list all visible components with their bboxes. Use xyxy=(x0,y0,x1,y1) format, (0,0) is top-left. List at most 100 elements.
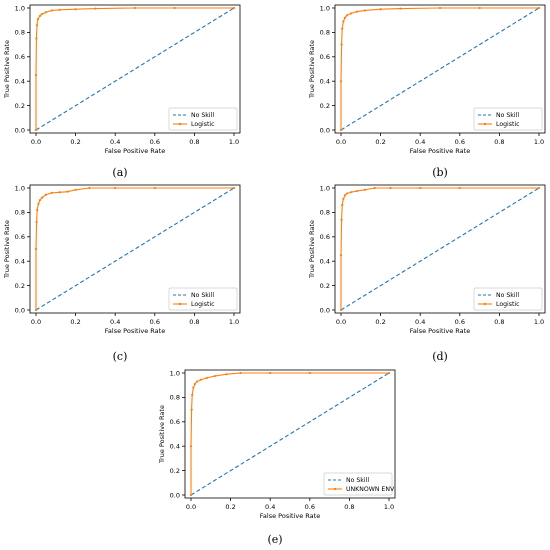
plot-frame xyxy=(184,369,396,499)
legend-label: No Skill xyxy=(346,477,369,484)
data-point-unknown-env xyxy=(190,408,193,411)
roc-chart-a: 0.0 0.2 0.4 0.6 0.8 1.0 0.0 0.2 0.4 0.6 0.8 1.0 Fals… xyxy=(3,4,241,155)
data-point-logistic xyxy=(341,203,344,207)
data-point-unknown-env xyxy=(192,386,195,389)
data-point-logistic xyxy=(40,196,44,199)
data-point-unknown-env xyxy=(189,493,193,497)
x-tick-label: 0.8 xyxy=(189,138,199,146)
y-tick-label: 0.6 xyxy=(15,233,25,241)
legend-label: No Skill xyxy=(496,112,519,119)
data-point-logistic xyxy=(363,9,366,12)
plot-frame xyxy=(334,4,546,134)
y-tick-label: 0.0 xyxy=(15,126,25,134)
data-point-logistic xyxy=(342,197,345,201)
y-tick-label: 0.2 xyxy=(320,102,330,110)
data-point-logistic xyxy=(232,6,236,10)
data-point-logistic xyxy=(44,11,48,14)
data-point-logistic xyxy=(232,186,236,190)
x-tick-label: 1.0 xyxy=(229,318,239,326)
data-point-unknown-env xyxy=(199,378,202,381)
x-tick-label: 0.2 xyxy=(375,138,385,146)
x-axis-label: False Positive Rate xyxy=(260,512,320,520)
data-point-logistic xyxy=(133,6,137,10)
y-tick-label: 0.4 xyxy=(170,443,180,451)
legend-marker xyxy=(333,487,337,491)
data-point-logistic xyxy=(349,12,352,15)
y-tick-label: 1.0 xyxy=(320,4,330,12)
y-tick-label: 1.0 xyxy=(320,184,330,192)
x-tick-label: 1.0 xyxy=(384,503,394,511)
legend-label: Logistic xyxy=(496,301,520,308)
y-tick-label: 1.0 xyxy=(170,369,180,377)
plot-frame xyxy=(334,184,546,314)
caption-d: (d) xyxy=(432,350,448,363)
legend-label: No Skill xyxy=(191,112,214,119)
y-axis-label: True Positive Rate xyxy=(158,405,166,464)
y-tick-label: 0.0 xyxy=(320,126,330,134)
data-point-logistic xyxy=(349,191,352,194)
data-point-logistic xyxy=(94,7,97,10)
data-point-logistic xyxy=(339,128,343,132)
legend-label: Logistic xyxy=(191,121,215,128)
y-tick-label: 0.8 xyxy=(170,394,180,402)
data-point-logistic xyxy=(438,6,442,10)
y-tick-label: 0.6 xyxy=(15,53,25,61)
data-point-logistic xyxy=(34,308,38,312)
x-axis-label: False Positive Rate xyxy=(410,327,470,335)
data-point-unknown-env xyxy=(213,374,216,378)
y-tick-label: 0.8 xyxy=(320,29,330,37)
data-point-logistic xyxy=(153,186,156,190)
legend-label: Logistic xyxy=(191,301,215,308)
x-tick-label: 0.4 xyxy=(110,318,120,326)
x-tick-label: 0.6 xyxy=(305,503,315,511)
roc-chart-d: 0.0 0.2 0.4 0.6 0.8 1.0 0.0 0.2 0.4 0.6 0.8 1.0 Fals… xyxy=(308,184,546,335)
legend-marker xyxy=(483,122,487,126)
data-point-logistic xyxy=(40,13,44,16)
data-point-logistic xyxy=(363,188,366,191)
x-tick-label: 0.6 xyxy=(150,318,160,326)
data-point-unknown-env xyxy=(308,371,311,375)
y-tick-label: 0.4 xyxy=(320,78,330,86)
data-point-unknown-env xyxy=(269,371,272,375)
data-point-logistic xyxy=(66,190,69,193)
data-point-logistic xyxy=(35,37,38,40)
data-point-logistic xyxy=(38,14,42,18)
roc-panel-d: 0.0 0.2 0.4 0.6 0.8 1.0 0.0 0.2 0.4 0.6 0.8 1.0 Fals… xyxy=(305,180,550,365)
legend-label: UNKNOWN ENV xyxy=(346,486,395,493)
y-tick-label: 0.4 xyxy=(15,258,25,266)
data-point-logistic xyxy=(343,16,347,19)
data-point-logistic xyxy=(339,80,343,83)
x-axis-label: False Positive Rate xyxy=(105,147,165,155)
data-point-logistic xyxy=(50,9,53,12)
y-tick-label: 0.6 xyxy=(320,233,330,241)
data-point-logistic xyxy=(35,221,38,224)
x-tick-label: 1.0 xyxy=(534,138,544,146)
y-tick-label: 1.0 xyxy=(15,4,25,12)
y-tick-label: 0.8 xyxy=(15,29,25,37)
legend-marker xyxy=(483,302,487,306)
data-point-logistic xyxy=(34,247,38,251)
data-point-logistic xyxy=(37,202,40,205)
y-tick-label: 0.0 xyxy=(320,306,330,314)
legend-label: No Skill xyxy=(496,292,519,299)
x-tick-label: 0.4 xyxy=(110,138,120,146)
data-point-unknown-env xyxy=(193,382,197,386)
x-tick-label: 0.0 xyxy=(336,318,346,326)
data-point-logistic xyxy=(38,199,42,202)
y-tick-label: 0.6 xyxy=(320,53,330,61)
x-tick-label: 0.0 xyxy=(31,138,41,146)
data-point-logistic xyxy=(35,23,39,27)
data-point-unknown-env xyxy=(387,371,391,375)
data-point-logistic xyxy=(341,27,344,30)
x-tick-label: 1.0 xyxy=(229,138,239,146)
y-tick-label: 0.4 xyxy=(320,258,330,266)
y-tick-label: 0.4 xyxy=(15,78,25,86)
x-tick-label: 1.0 xyxy=(534,318,544,326)
y-tick-label: 0.6 xyxy=(170,418,180,426)
data-point-logistic xyxy=(399,7,402,10)
data-point-logistic xyxy=(340,218,343,221)
data-point-logistic xyxy=(379,8,382,11)
x-tick-label: 0.8 xyxy=(189,318,199,326)
plot-frame xyxy=(29,184,241,314)
y-tick-label: 0.2 xyxy=(15,102,25,110)
